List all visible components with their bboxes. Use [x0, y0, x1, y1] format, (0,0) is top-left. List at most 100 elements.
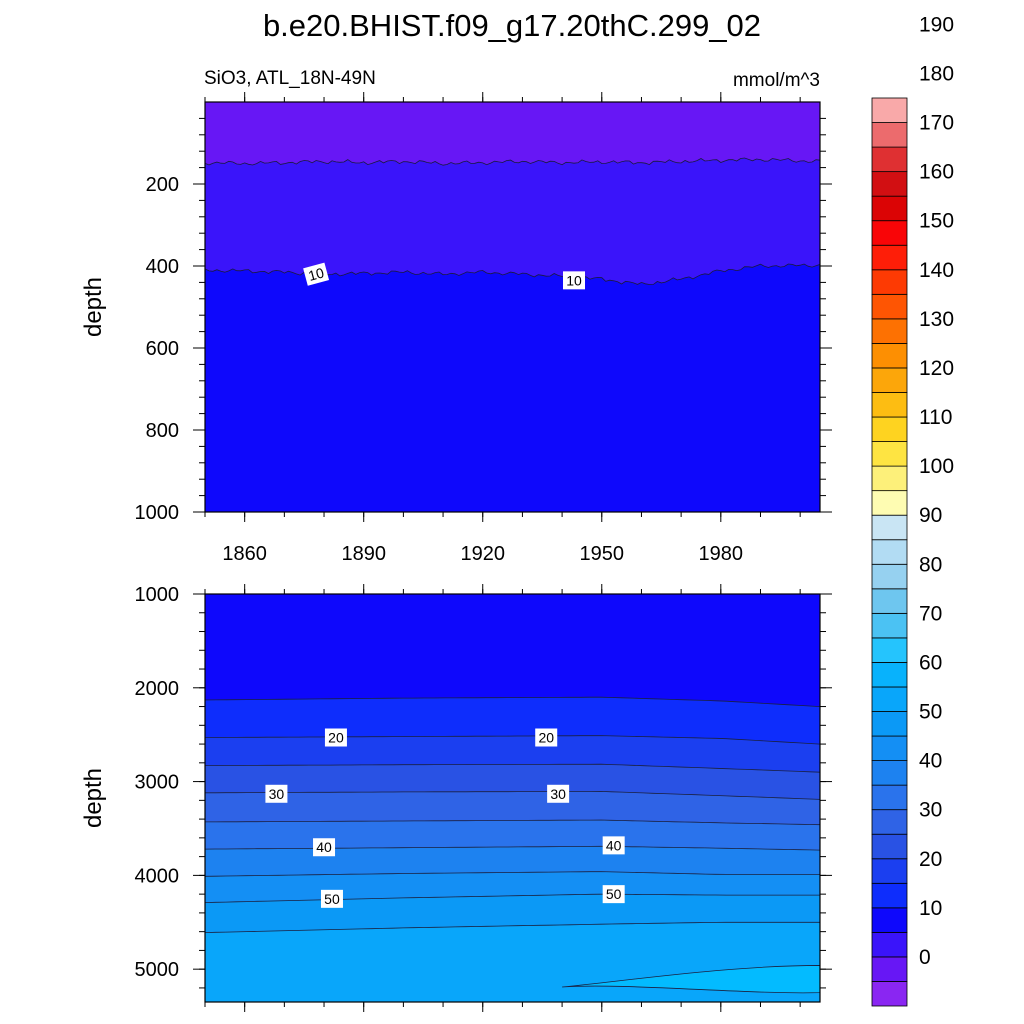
colorbar-label: 20: [919, 848, 942, 871]
contour-line-25: [205, 763, 821, 773]
contour-label-background: [320, 889, 343, 908]
colorbar-box: [871, 931, 908, 958]
contour-label-background: [602, 836, 625, 855]
subtitle-variable-region: SiO3, ATL_18N-49N: [204, 68, 376, 89]
colorbar-box: [871, 244, 908, 271]
colorbar-label: 180: [919, 62, 954, 85]
y-tick-label: 800: [146, 420, 179, 442]
subtitle-units: mmol/m^3: [733, 70, 820, 91]
y-axis-label: depth: [80, 768, 107, 828]
colorbar-label: 130: [919, 308, 954, 331]
contour-line-45: [204, 871, 820, 877]
colorbar-label: 0: [919, 946, 931, 969]
colorbar-box: [871, 490, 908, 516]
contour-label: 50: [602, 885, 625, 904]
x-tick-label: 1860: [222, 543, 267, 565]
colorbar-box: [871, 122, 908, 148]
contour-label-text: 10: [307, 264, 326, 284]
colorbar-box: [871, 907, 908, 933]
colorbar-box: [871, 269, 908, 295]
y-tick-label: 1000: [135, 584, 180, 606]
plot-frame: [204, 101, 821, 513]
colorbar-label: 10: [919, 897, 942, 920]
contour-label-text: 30: [269, 786, 285, 802]
contour-label-background: [535, 728, 558, 747]
colorbar-label: 190: [919, 13, 954, 36]
contour-label: 10: [303, 262, 330, 286]
fill-0-5-region: [205, 102, 820, 166]
contour-label-text: 10: [566, 272, 582, 288]
colorbar-box: [871, 514, 908, 541]
colorbar-box: [871, 220, 908, 246]
colorbar-box: [871, 637, 908, 663]
contour-label: 10: [563, 271, 585, 290]
colorbar-box: [871, 563, 908, 590]
colorbar-label: 80: [919, 553, 942, 576]
colorbar-box: [871, 882, 908, 909]
contour-label-background: [547, 784, 570, 803]
colorbar-label: 30: [919, 799, 942, 822]
contour-label: 20: [535, 728, 558, 747]
contour-label: 40: [602, 836, 625, 855]
colorbar-box: [871, 735, 908, 761]
contour-label-text: 20: [538, 730, 554, 746]
colorbar-box: [871, 465, 908, 492]
colorbar-box: [871, 760, 908, 786]
colorbar-box: [871, 981, 908, 1007]
colorbar-label: 70: [919, 602, 942, 625]
y-tick-label: 200: [146, 174, 179, 196]
colorbar-box: [871, 858, 908, 884]
colorbar-label: 120: [919, 357, 954, 380]
colorbar-box: [871, 833, 908, 860]
contour-label: 20: [324, 728, 347, 747]
colorbar-label: 150: [919, 210, 954, 233]
contour-label-text: 40: [606, 837, 622, 853]
colorbar-label: 160: [919, 161, 954, 184]
contour-label-text: 50: [606, 886, 622, 902]
x-tick-label: 1980: [699, 543, 744, 565]
colorbar-box: [871, 956, 908, 982]
colorbar-box: [871, 809, 908, 835]
colorbar-box: [871, 686, 908, 712]
contour-line-35: [205, 819, 821, 826]
contour-line-5: [204, 157, 821, 166]
contour-label: 50: [320, 889, 343, 908]
colorbar-box: [871, 367, 908, 393]
contour-line-50: [204, 893, 820, 903]
plot-frame: [204, 593, 821, 1003]
contour-label: 40: [313, 838, 336, 857]
contour-label-background: [602, 885, 625, 904]
contour-label-text: 20: [328, 730, 344, 746]
colorbar-label: 110: [919, 406, 952, 429]
colorbar-box: [871, 195, 908, 222]
y-tick-label: 2000: [135, 678, 180, 700]
colorbar-label: 60: [919, 651, 942, 674]
contour-label-background: [324, 728, 347, 747]
y-tick-label: 4000: [135, 865, 180, 887]
contour-label-text: 40: [316, 839, 332, 855]
contour-label: 30: [547, 784, 570, 803]
colorbar-label: 100: [919, 455, 954, 478]
colorbar-box: [871, 97, 908, 123]
x-tick-label: 1890: [341, 543, 386, 565]
colorbar-box: [871, 146, 908, 173]
colorbar-box: [871, 662, 908, 688]
y-tick-label: 1000: [135, 502, 180, 524]
x-tick-label: 1950: [580, 543, 625, 565]
contour-line-20: [205, 735, 821, 745]
contour-line-55: [204, 921, 820, 933]
x-tick-label: 1920: [460, 543, 505, 565]
upper-depth-panel: 10 10 1860 1890 1920 1950 1980 200 400 600 800 1000…: [80, 92, 832, 565]
colorbar-box: [871, 711, 908, 737]
lower-depth-panel: 20 20 30 30 40 40 50 50 1000 2000 3000 4000 5000 dept…: [80, 584, 832, 1012]
colorbar-box: [871, 784, 908, 811]
colorbar-box: [871, 293, 908, 320]
colorbar-box: [871, 588, 908, 614]
contour-line-30: [205, 790, 821, 800]
y-axis-label: depth: [80, 277, 107, 337]
contour-label-text: 50: [324, 891, 340, 907]
colorbar-box: [871, 416, 908, 442]
colorbar-label: 170: [919, 112, 954, 135]
y-tick-label: 600: [146, 338, 179, 360]
